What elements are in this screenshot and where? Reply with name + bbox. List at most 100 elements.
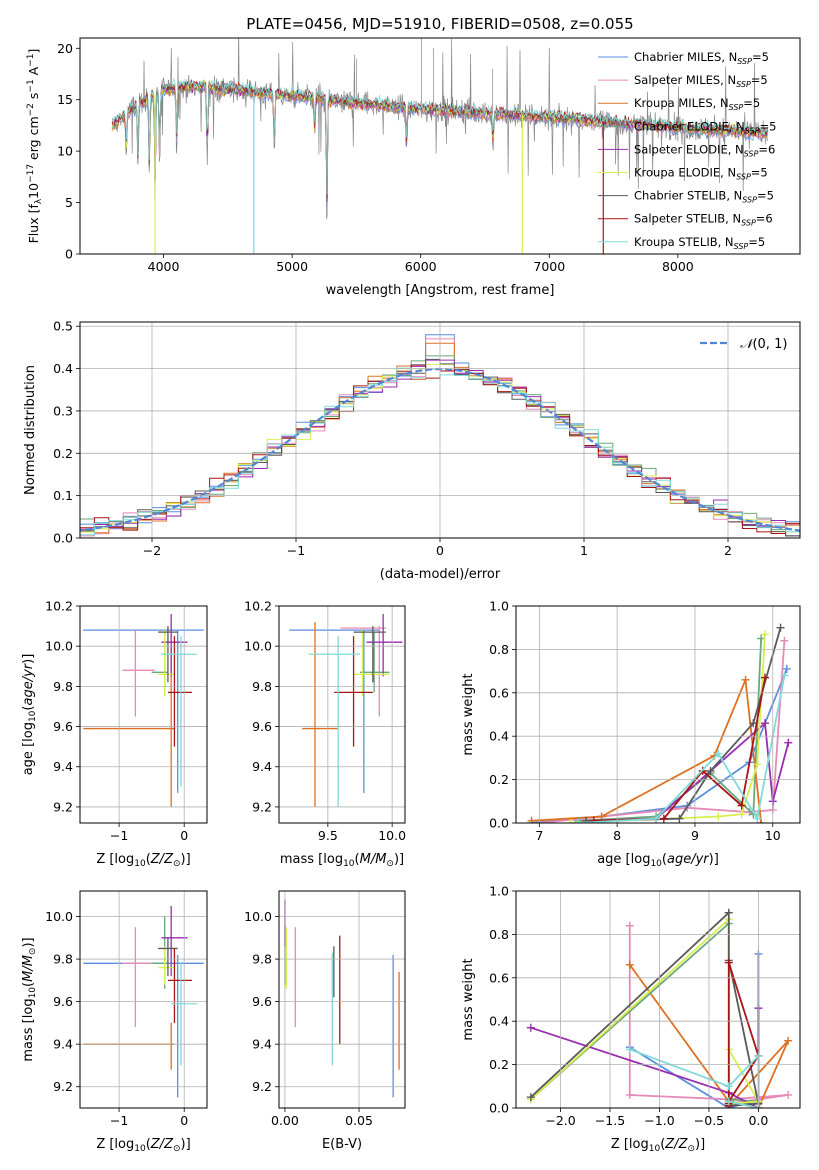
y-tick-label: 0.4 <box>489 1014 509 1029</box>
weight-marker <box>706 766 715 775</box>
weight-line-salpeter_stelib <box>593 677 766 822</box>
x-axis-label: (data-model)/error <box>380 567 501 582</box>
weight-marker <box>724 908 733 917</box>
y-tick-label: 0.0 <box>489 1101 509 1116</box>
y-tick-label: 0.3 <box>53 403 73 418</box>
y-tick-label: 0.8 <box>489 927 509 942</box>
y-tick-label: 0.4 <box>489 729 509 744</box>
plot-area <box>111 38 769 254</box>
plot-area <box>83 614 204 807</box>
legend-label: Chabrier STELIB, NSSP=5 <box>634 189 774 205</box>
weight-marker <box>589 816 598 823</box>
x-tick-label: 0 <box>180 828 188 843</box>
y-tick-label: 9.8 <box>252 952 272 967</box>
y-tick-label: 10 <box>57 144 73 159</box>
weight-line-kroupa_miles <box>531 679 762 823</box>
x-axis-label: mass [log10(M/M⊙)] <box>280 852 404 869</box>
y-tick-label: 5 <box>65 195 73 210</box>
x-tick-label: −1 <box>110 1113 128 1128</box>
chart-spectrum: 4000 5000 6000 7000 8000 0 5 10 15 20 wavelength [… <box>26 37 801 298</box>
chart-age_vs_mass: 9.5 10.0 9.2 9.4 9.6 9.8 10.0 10.2 mass [log10(M… <box>244 599 406 870</box>
x-axis-label: wavelength [Angstrom, rest frame] <box>326 283 555 298</box>
weight-marker <box>753 760 762 769</box>
y-tick-label: 0.6 <box>489 970 509 985</box>
y-tick-label: 0.1 <box>53 488 73 503</box>
y-tick-label: 9.6 <box>53 719 73 734</box>
legend-label: Kroupa ELODIE, NSSP=5 <box>634 166 768 182</box>
x-tick-label: 0.05 <box>345 1113 373 1128</box>
legend-label: Chabrier ELODIE, NSSP=5 <box>634 119 776 135</box>
weight-marker <box>784 1036 793 1045</box>
legend-label: Chabrier MILES, NSSP=5 <box>634 50 769 66</box>
y-tick-label: 9.2 <box>53 1079 73 1094</box>
axes-frame <box>79 321 801 539</box>
plot-area <box>289 614 403 807</box>
weight-marker <box>741 675 750 684</box>
x-tick-label: 5000 <box>276 259 308 274</box>
x-tick-label: 9.5 <box>318 828 338 843</box>
chart-mass_vs_Z: −1 0 9.2 9.4 9.6 9.8 10.0 Z [log10(Z/Z⊙)] mass [… <box>21 890 208 1154</box>
x-tick-label: 4000 <box>148 259 180 274</box>
weight-marker <box>737 810 746 819</box>
x-tick-label: 1 <box>580 543 588 558</box>
weight-line-chabrier_miles <box>531 668 788 823</box>
weight-marker <box>625 1045 634 1054</box>
legend-label: Kroupa MILES, NSSP=5 <box>634 96 760 112</box>
y-tick-label: 20 <box>57 41 73 56</box>
x-tick-label: −2 <box>143 543 161 558</box>
weight-marker <box>757 634 766 643</box>
axes-frame <box>278 605 406 824</box>
chart-mass_vs_ebv: 0.00 0.05 9.2 9.4 9.6 9.8 10.0 E(B-V) <box>244 890 406 1152</box>
weight-marker <box>675 814 684 823</box>
weight-marker <box>757 819 766 823</box>
weight-marker <box>574 819 583 823</box>
x-tick-label: −1.0 <box>644 1113 674 1128</box>
y-tick-label: 10.0 <box>45 909 73 924</box>
weight-marker <box>659 814 668 823</box>
weight-marker <box>582 816 591 823</box>
y-tick-label: 10.2 <box>244 599 272 614</box>
weight-marker <box>784 1090 793 1099</box>
x-tick-label: 0 <box>180 1113 188 1128</box>
x-tick-label: 10 <box>765 828 781 843</box>
y-tick-label: 0.2 <box>489 772 509 787</box>
legend-label: Kroupa STELIB, NSSP=5 <box>634 235 765 251</box>
x-tick-label: −0.5 <box>694 1113 724 1128</box>
x-tick-label: 0.00 <box>271 1113 299 1128</box>
weight-marker <box>782 664 791 673</box>
y-tick-label: 0.0 <box>53 531 73 546</box>
y-tick-label: 0.0 <box>489 816 509 831</box>
weight-line-chabrier_elodie <box>578 638 762 822</box>
x-axis-label: Z [log10(Z/Z⊙)] <box>611 1137 705 1154</box>
x-tick-label: 10.0 <box>378 828 406 843</box>
x-tick-label: −2.0 <box>545 1113 575 1128</box>
model-spectrum-kroupa_stelib <box>111 77 768 195</box>
weight-marker <box>760 673 769 682</box>
x-axis-label: age [log10(age/yr)] <box>597 852 719 869</box>
weight-marker <box>760 630 769 639</box>
y-tick-label: 9.4 <box>53 759 73 774</box>
weight-marker <box>724 958 733 967</box>
y-tick-label: 1.0 <box>489 599 509 614</box>
weight-marker <box>753 814 762 823</box>
x-tick-label: 6000 <box>405 259 437 274</box>
weight-marker <box>566 819 575 823</box>
x-tick-label: 0 <box>436 543 444 558</box>
weight-marker <box>724 1082 733 1091</box>
weight-marker <box>625 1090 634 1099</box>
weight-marker <box>652 814 661 823</box>
y-tick-label: 10.0 <box>45 639 73 654</box>
x-tick-label: 7000 <box>533 259 565 274</box>
y-tick-label: 9.6 <box>252 994 272 1009</box>
legend: 𝒩(0, 1) <box>700 337 787 352</box>
y-tick-label: 9.2 <box>53 799 73 814</box>
y-tick-label: 9.6 <box>53 994 73 1009</box>
axes-frame <box>515 605 801 824</box>
y-tick-label: 9.8 <box>252 679 272 694</box>
axes-frame <box>278 890 406 1109</box>
y-axis-label: mass weight <box>461 673 476 755</box>
y-axis-label: age [log10(age/yr)] <box>21 654 38 776</box>
x-tick-label: −1 <box>110 828 128 843</box>
axes-frame <box>79 605 208 824</box>
